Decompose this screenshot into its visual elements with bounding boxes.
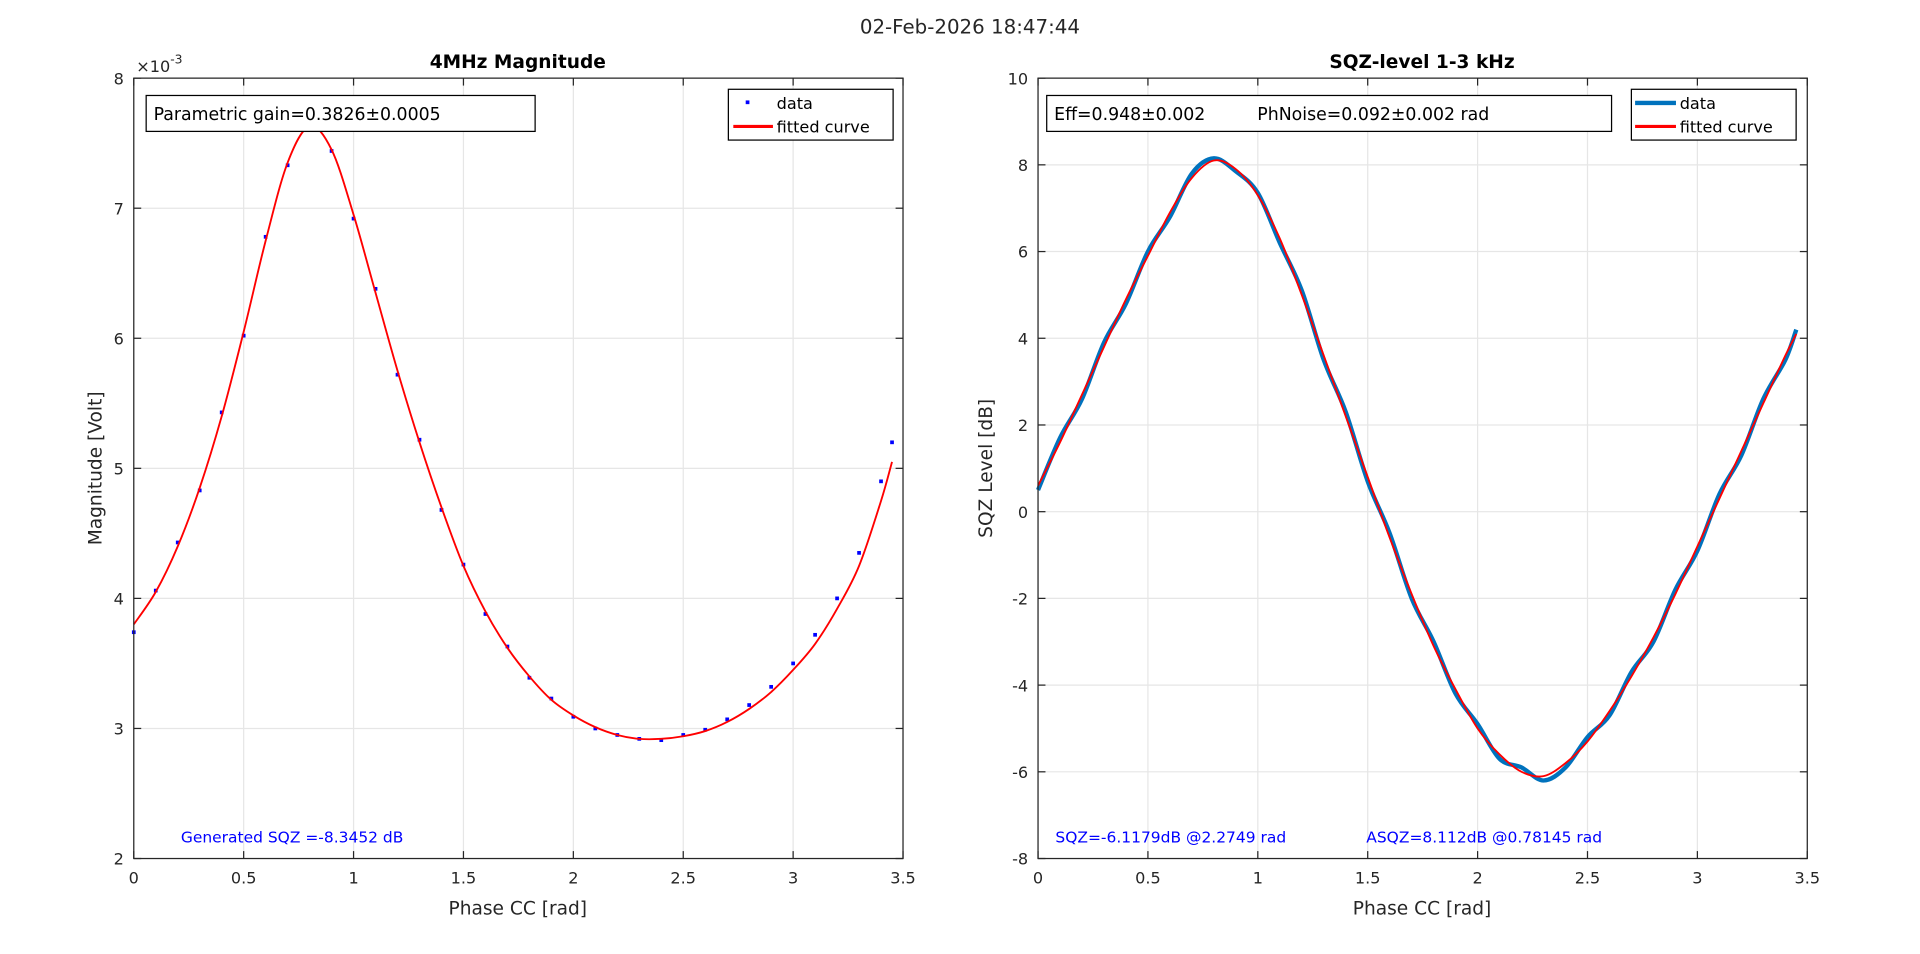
legend-fit-label: fitted curve: [1680, 118, 1773, 137]
legend-data-label: data: [777, 94, 813, 113]
data-point: [879, 479, 883, 484]
data-point: [571, 714, 576, 719]
y-tick-label: 4: [114, 590, 124, 609]
x-axis-label: Phase CC [rad]: [1353, 898, 1492, 919]
chart-title: 4MHz Magnitude: [430, 52, 606, 73]
x-tick-label: 1.5: [1355, 868, 1381, 887]
y-tick-label: -4: [1012, 676, 1028, 695]
textbox: [1046, 94, 1613, 133]
data-point: [747, 703, 752, 707]
data-point: [769, 684, 774, 689]
x-tick-label: 3.5: [890, 868, 916, 887]
figure-title: 02-Feb-2026 18:47:44: [860, 16, 1080, 39]
legend: data fitted curve: [1630, 88, 1797, 141]
data-point: [175, 540, 180, 545]
y-tick-label: 2: [1018, 416, 1028, 435]
data-point: [725, 717, 730, 722]
y-tick-label: 3: [114, 720, 124, 739]
x-tick-label: 3: [788, 868, 798, 887]
fitted-curve-line: [133, 125, 893, 741]
y-tick-label: -6: [1012, 763, 1028, 782]
data-point: [263, 234, 268, 239]
x-tick-label: 1: [348, 868, 358, 887]
y-tick-label: 5: [114, 460, 124, 479]
legend-fit-label: fitted curve: [777, 118, 870, 137]
data-point: [659, 738, 664, 743]
y-tick-label: 8: [1018, 156, 1028, 175]
y-tick-label: 7: [114, 199, 124, 218]
legend: data fitted curve: [727, 88, 894, 141]
data-point: [549, 696, 554, 701]
parametric-gain-text: Parametric gain=0.3826±0.0005: [154, 105, 441, 125]
x-tick-label: 0.5: [1135, 868, 1161, 887]
data-point: [593, 726, 598, 731]
y-exponent-label: ×10-3: [136, 52, 182, 76]
y-tick-label: 2: [114, 850, 124, 869]
data-point: [483, 612, 488, 616]
textbox: [145, 94, 536, 133]
x-tick-label: 1.5: [451, 868, 477, 887]
tick-labels: 0 0.5 1 1.5 2 2.5 3 3.5 -8 -6 -4 -2 0 2 4 6 8 10: [1008, 69, 1820, 887]
data-point: [395, 372, 400, 377]
x-tick-label: 0: [129, 868, 139, 887]
chart-title: SQZ-level 1-3 kHz: [1329, 52, 1514, 73]
x-tick-label: 2.5: [670, 868, 696, 887]
legend-data-label: data: [1680, 94, 1716, 113]
data-point: [890, 440, 894, 445]
x-tick-label: 1: [1253, 868, 1263, 887]
x-axis-label: Phase CC [rad]: [449, 898, 588, 919]
data-point: [791, 661, 795, 666]
y-tick-label: -2: [1012, 590, 1028, 609]
series-group: [1036, 156, 1799, 783]
x-tick-label: 0: [1033, 868, 1043, 887]
y-tick-label: 4: [1018, 329, 1028, 348]
x-tick-label: 3: [1692, 868, 1702, 887]
data-point: [373, 286, 378, 291]
sqz-annotation: SQZ=-6.1179dB @2.2749 rad: [1055, 828, 1286, 846]
x-tick-label: 3.5: [1794, 868, 1820, 887]
x-tick-label: 2.5: [1575, 868, 1601, 887]
y-tick-label: 6: [1018, 243, 1028, 262]
axes-box: [1037, 77, 1808, 860]
phnoise-text: PhNoise=0.092±0.002 rad: [1257, 105, 1489, 125]
y-tick-label: 0: [1018, 503, 1028, 522]
fitted-curve-line: [1037, 159, 1798, 778]
grid: [1037, 77, 1808, 860]
y-axis-label: SQZ Level [dB]: [976, 399, 997, 538]
data-point: [703, 727, 708, 732]
data-point: [681, 733, 686, 737]
data-point: [351, 216, 356, 221]
data-point: [857, 551, 861, 555]
plot-area: [1038, 78, 1808, 859]
legend-data-marker: [745, 100, 750, 105]
data-point: [813, 632, 817, 637]
y-axis-label: Magnitude [Volt]: [86, 391, 107, 545]
x-tick-label: 2: [568, 868, 578, 887]
data-point: [241, 333, 246, 338]
y-tick-label: 10: [1008, 69, 1028, 88]
x-tick-label: 2: [1472, 868, 1482, 887]
generated-sqz-annotation: Generated SQZ =-8.3452 dB: [181, 828, 404, 846]
tick-labels: 0 0.5 1 1.5 2 2.5 3 3.5 2 3 4 5 6 7 8: [114, 69, 916, 887]
y-tick-label: 6: [114, 329, 124, 348]
eff-text: Eff=0.948±0.002: [1054, 105, 1205, 125]
asqz-annotation: ASQZ=8.112dB @0.78145 rad: [1366, 828, 1602, 846]
sqz-level-chart: 0 0.5 1 1.5 2 2.5 3 3.5 -8 -6 -4 -2 0 2 4 6 8 10 SQZ-leve…: [976, 52, 1820, 919]
y-tick-label: 8: [114, 69, 124, 88]
x-tick-label: 0.5: [231, 868, 257, 887]
y-tick-label: -8: [1012, 850, 1028, 869]
magnitude-chart: 0 0.5 1 1.5 2 2.5 3 3.5 2 3 4 5 6 7 8 4MHz Magnitude P…: [86, 52, 916, 919]
data-point: [219, 410, 224, 415]
data-point: [835, 596, 839, 601]
